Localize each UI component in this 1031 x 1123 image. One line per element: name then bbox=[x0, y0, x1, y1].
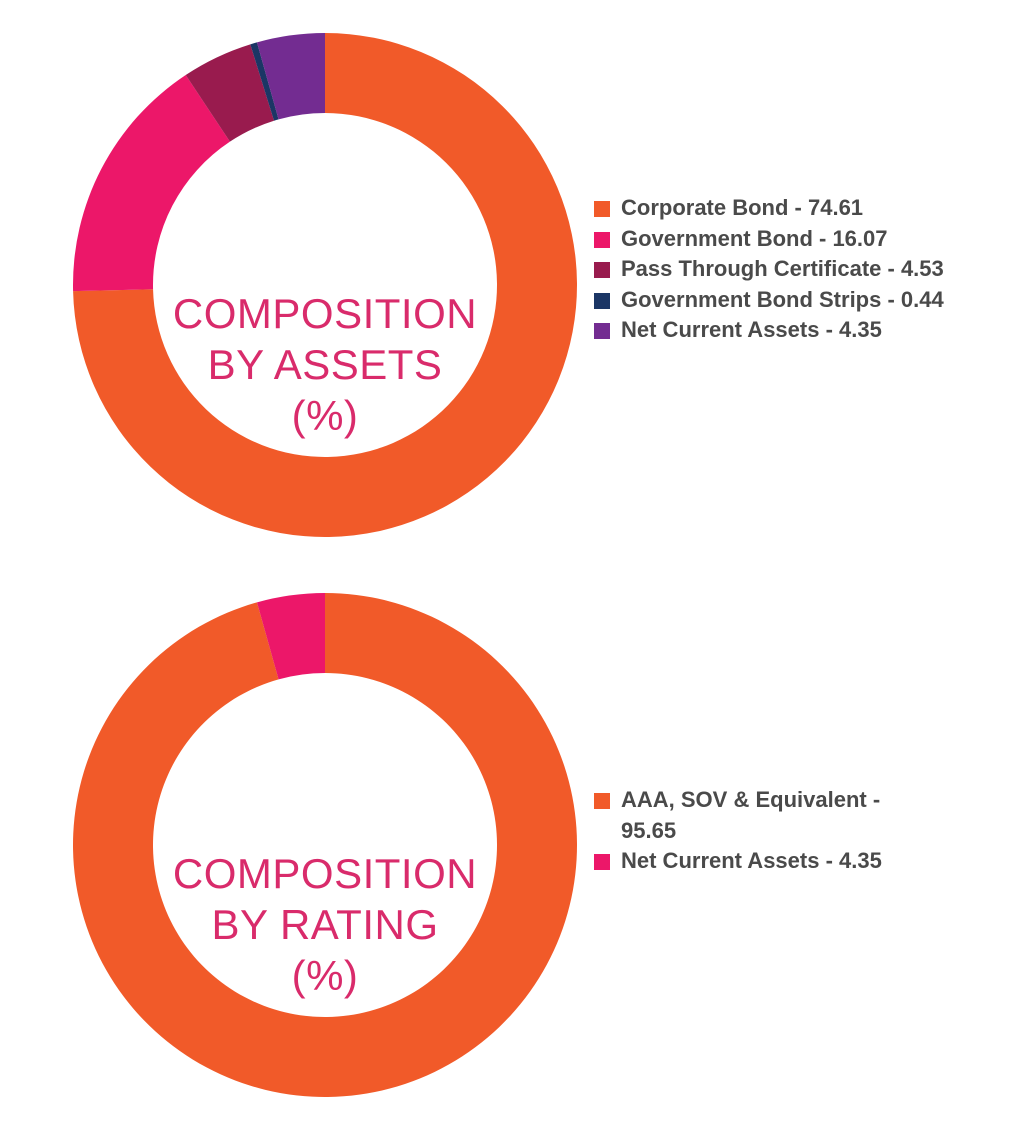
rating-title-line-3: (%) bbox=[291, 952, 359, 999]
slice-net-current-assets bbox=[256, 593, 325, 680]
legend-label: Corporate Bond - 74.61 bbox=[621, 195, 864, 220]
assets-title-line-3: (%) bbox=[291, 392, 359, 439]
legend-swatch bbox=[594, 201, 610, 217]
legend-swatch bbox=[594, 292, 610, 309]
assets-center-title: COMPOSITION BY ASSETS (%) bbox=[115, 288, 535, 441]
legend-item-government-bond-strips: Government Bond Strips - 0.44 bbox=[594, 285, 1014, 316]
assets-legend: Corporate Bond - 74.61 Government Bond -… bbox=[594, 193, 1014, 346]
slice-net-current-assets bbox=[256, 33, 325, 120]
legend-swatch bbox=[594, 793, 610, 809]
slice-government-bond bbox=[73, 74, 230, 292]
legend-label: Government Bond Strips - 0.44 bbox=[621, 286, 944, 312]
legend-item-aaa-sov-equivalent: AAA, SOV & Equivalent - 95.65 bbox=[594, 785, 914, 846]
legend-item-government-bond: Government Bond - 16.07 bbox=[594, 224, 1014, 255]
legend-label: Government Bond - 16.07 bbox=[621, 225, 888, 251]
legend-item-corporate-bond: Corporate Bond - 74.61 bbox=[594, 193, 1014, 224]
assets-donut bbox=[73, 33, 577, 537]
legend-item-net-current-assets: Net Current Assets - 4.35 bbox=[594, 846, 914, 877]
slice-aaa-sov-equivalent bbox=[73, 593, 577, 1097]
assets-composition-chart: COMPOSITION BY ASSETS (%) Corporate Bond… bbox=[0, 0, 1031, 540]
rating-title-line-2: BY RATING bbox=[211, 901, 439, 948]
legend-item-pass-through-certificate: Pass Through Certificate - 4.53 bbox=[594, 254, 1014, 285]
legend-item-net-current-assets: Net Current Assets - 4.35 bbox=[594, 315, 1014, 346]
assets-title-line-1: COMPOSITION bbox=[172, 290, 478, 337]
slice-government-bond-strips bbox=[250, 42, 279, 121]
rating-composition-chart: COMPOSITION BY RATING (%) AAA, SOV & Equ… bbox=[0, 560, 1031, 1100]
rating-donut bbox=[73, 593, 577, 1097]
legend-swatch bbox=[594, 262, 610, 278]
rating-title-line-1: COMPOSITION bbox=[172, 850, 478, 897]
legend-swatch bbox=[594, 231, 610, 248]
slice-corporate-bond bbox=[73, 33, 577, 537]
slice-pass-through-certificate bbox=[185, 44, 275, 142]
legend-swatch bbox=[594, 323, 610, 339]
rating-legend: AAA, SOV & Equivalent - 95.65 Net Curren… bbox=[594, 785, 914, 877]
legend-label: AAA, SOV & Equivalent - 95.65 bbox=[621, 787, 881, 843]
legend-label: Net Current Assets - 4.35 bbox=[621, 848, 882, 873]
legend-label: Pass Through Certificate - 4.53 bbox=[621, 256, 944, 281]
legend-label: Net Current Assets - 4.35 bbox=[621, 317, 882, 342]
legend-swatch bbox=[594, 854, 610, 870]
rating-center-title: COMPOSITION BY RATING (%) bbox=[115, 848, 535, 1001]
assets-title-line-2: BY ASSETS bbox=[207, 341, 443, 388]
